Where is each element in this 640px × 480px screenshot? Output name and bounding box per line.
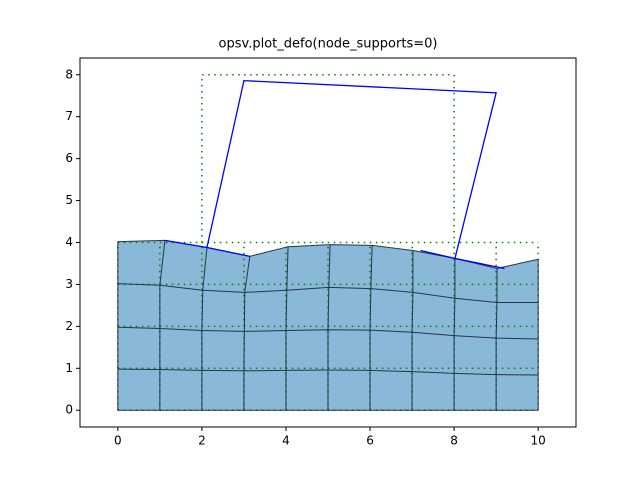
mesh-column-line [159, 240, 166, 411]
y-tick-label: 7 [65, 109, 73, 123]
y-tick-label: 5 [65, 193, 73, 207]
y-tick-label: 3 [65, 277, 73, 291]
frame-line [206, 79, 497, 259]
y-tick-label: 8 [65, 67, 73, 81]
x-tick-label: 8 [450, 434, 458, 448]
x-tick-label: 10 [531, 434, 546, 448]
y-tick-label: 4 [65, 235, 73, 249]
x-tick-label: 2 [198, 434, 206, 448]
mesh-column-line [201, 247, 208, 411]
mesh-column-line [327, 244, 331, 411]
mesh-column-line [369, 245, 373, 411]
y-tick-label: 6 [65, 151, 73, 165]
mesh-column-line [495, 268, 498, 411]
x-tick-label: 4 [282, 434, 290, 448]
mesh-column-line [411, 250, 414, 411]
mesh-column-line [243, 256, 251, 411]
y-tick-label: 2 [65, 319, 73, 333]
x-tick-label: 6 [366, 434, 374, 448]
chart-title: opsv.plot_defo(node_supports=0) [219, 37, 438, 52]
y-tick-label: 1 [65, 361, 73, 375]
y-tick-label: 0 [65, 403, 73, 417]
mesh-column-line [453, 258, 456, 411]
x-tick-label: 0 [114, 434, 122, 448]
mesh-column-line [285, 246, 289, 411]
frame-line [420, 249, 505, 270]
